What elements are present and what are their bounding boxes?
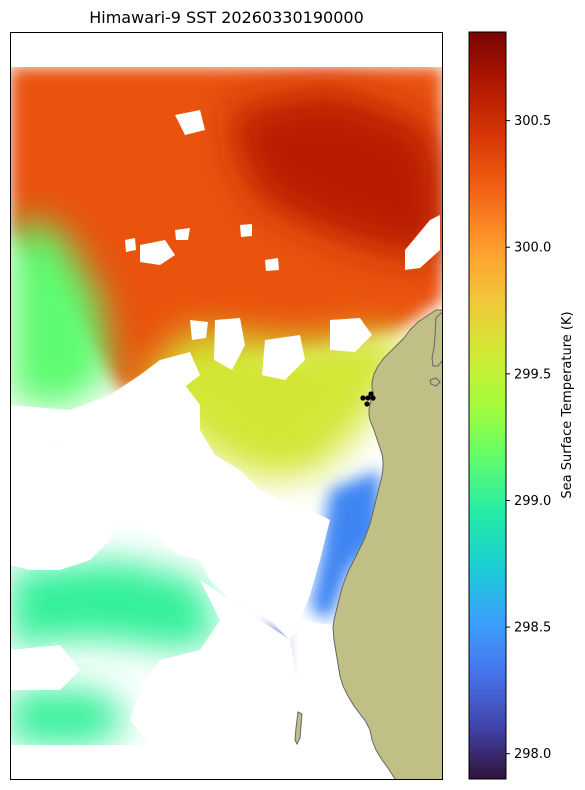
- no-data-area: [10, 32, 443, 67]
- colorbar-tick-label: 298.0: [514, 747, 551, 762]
- no-data-area: [130, 580, 300, 745]
- no-data-area: [10, 440, 115, 570]
- station-3: [368, 391, 374, 397]
- southwest-patches: [10, 690, 130, 745]
- no-data-area: [405, 215, 440, 270]
- island-north: [431, 311, 443, 367]
- no-data-area: [10, 745, 443, 780]
- no-data-area: [140, 240, 175, 265]
- no-data-area: [330, 318, 372, 352]
- no-data-area: [295, 620, 340, 745]
- no-data-area: [214, 318, 245, 370]
- no-data-area: [10, 360, 330, 640]
- no-data-area: [175, 110, 205, 135]
- coastal-cold-tongue: [310, 470, 380, 620]
- colorbar-tick-label: 298.5: [514, 621, 551, 636]
- no-data-area: [240, 224, 252, 237]
- colorbar-tick-label: 299.5: [514, 367, 551, 382]
- no-data-area: [265, 258, 279, 271]
- map-frame: [10, 32, 443, 780]
- west-cool-region: [10, 220, 110, 410]
- no-data-area: [190, 320, 208, 340]
- station-2: [365, 395, 371, 401]
- station-5: [364, 401, 370, 407]
- no-data-area: [175, 228, 190, 240]
- no-data-area: [262, 335, 305, 380]
- southwest-patches: [10, 560, 220, 650]
- chart-title: Himawari-9 SST 20260330190000: [89, 8, 364, 27]
- island-east: [429, 377, 441, 387]
- colorbar-ticks: 298.0 298.5 299.0 299.5 300.0 300.5: [506, 114, 551, 762]
- station-markers: [360, 391, 376, 407]
- colorbar-scale: [468, 31, 507, 780]
- no-data-areas: [10, 32, 443, 780]
- station-4: [370, 395, 376, 401]
- island-small: [294, 711, 303, 746]
- land-mass: [332, 309, 443, 780]
- no-data-area: [125, 238, 136, 252]
- colorbar-tick-label: 299.0: [514, 494, 551, 509]
- no-data-area: [158, 352, 200, 392]
- northeast-hot-core: [230, 90, 443, 260]
- no-data-area: [10, 645, 80, 690]
- station-1: [360, 395, 366, 401]
- colorbar-label: Sea Surface Temperature (K): [560, 311, 575, 498]
- colorbar-tick-label: 300.0: [514, 241, 551, 256]
- colorbar-tick-label: 300.5: [514, 114, 551, 129]
